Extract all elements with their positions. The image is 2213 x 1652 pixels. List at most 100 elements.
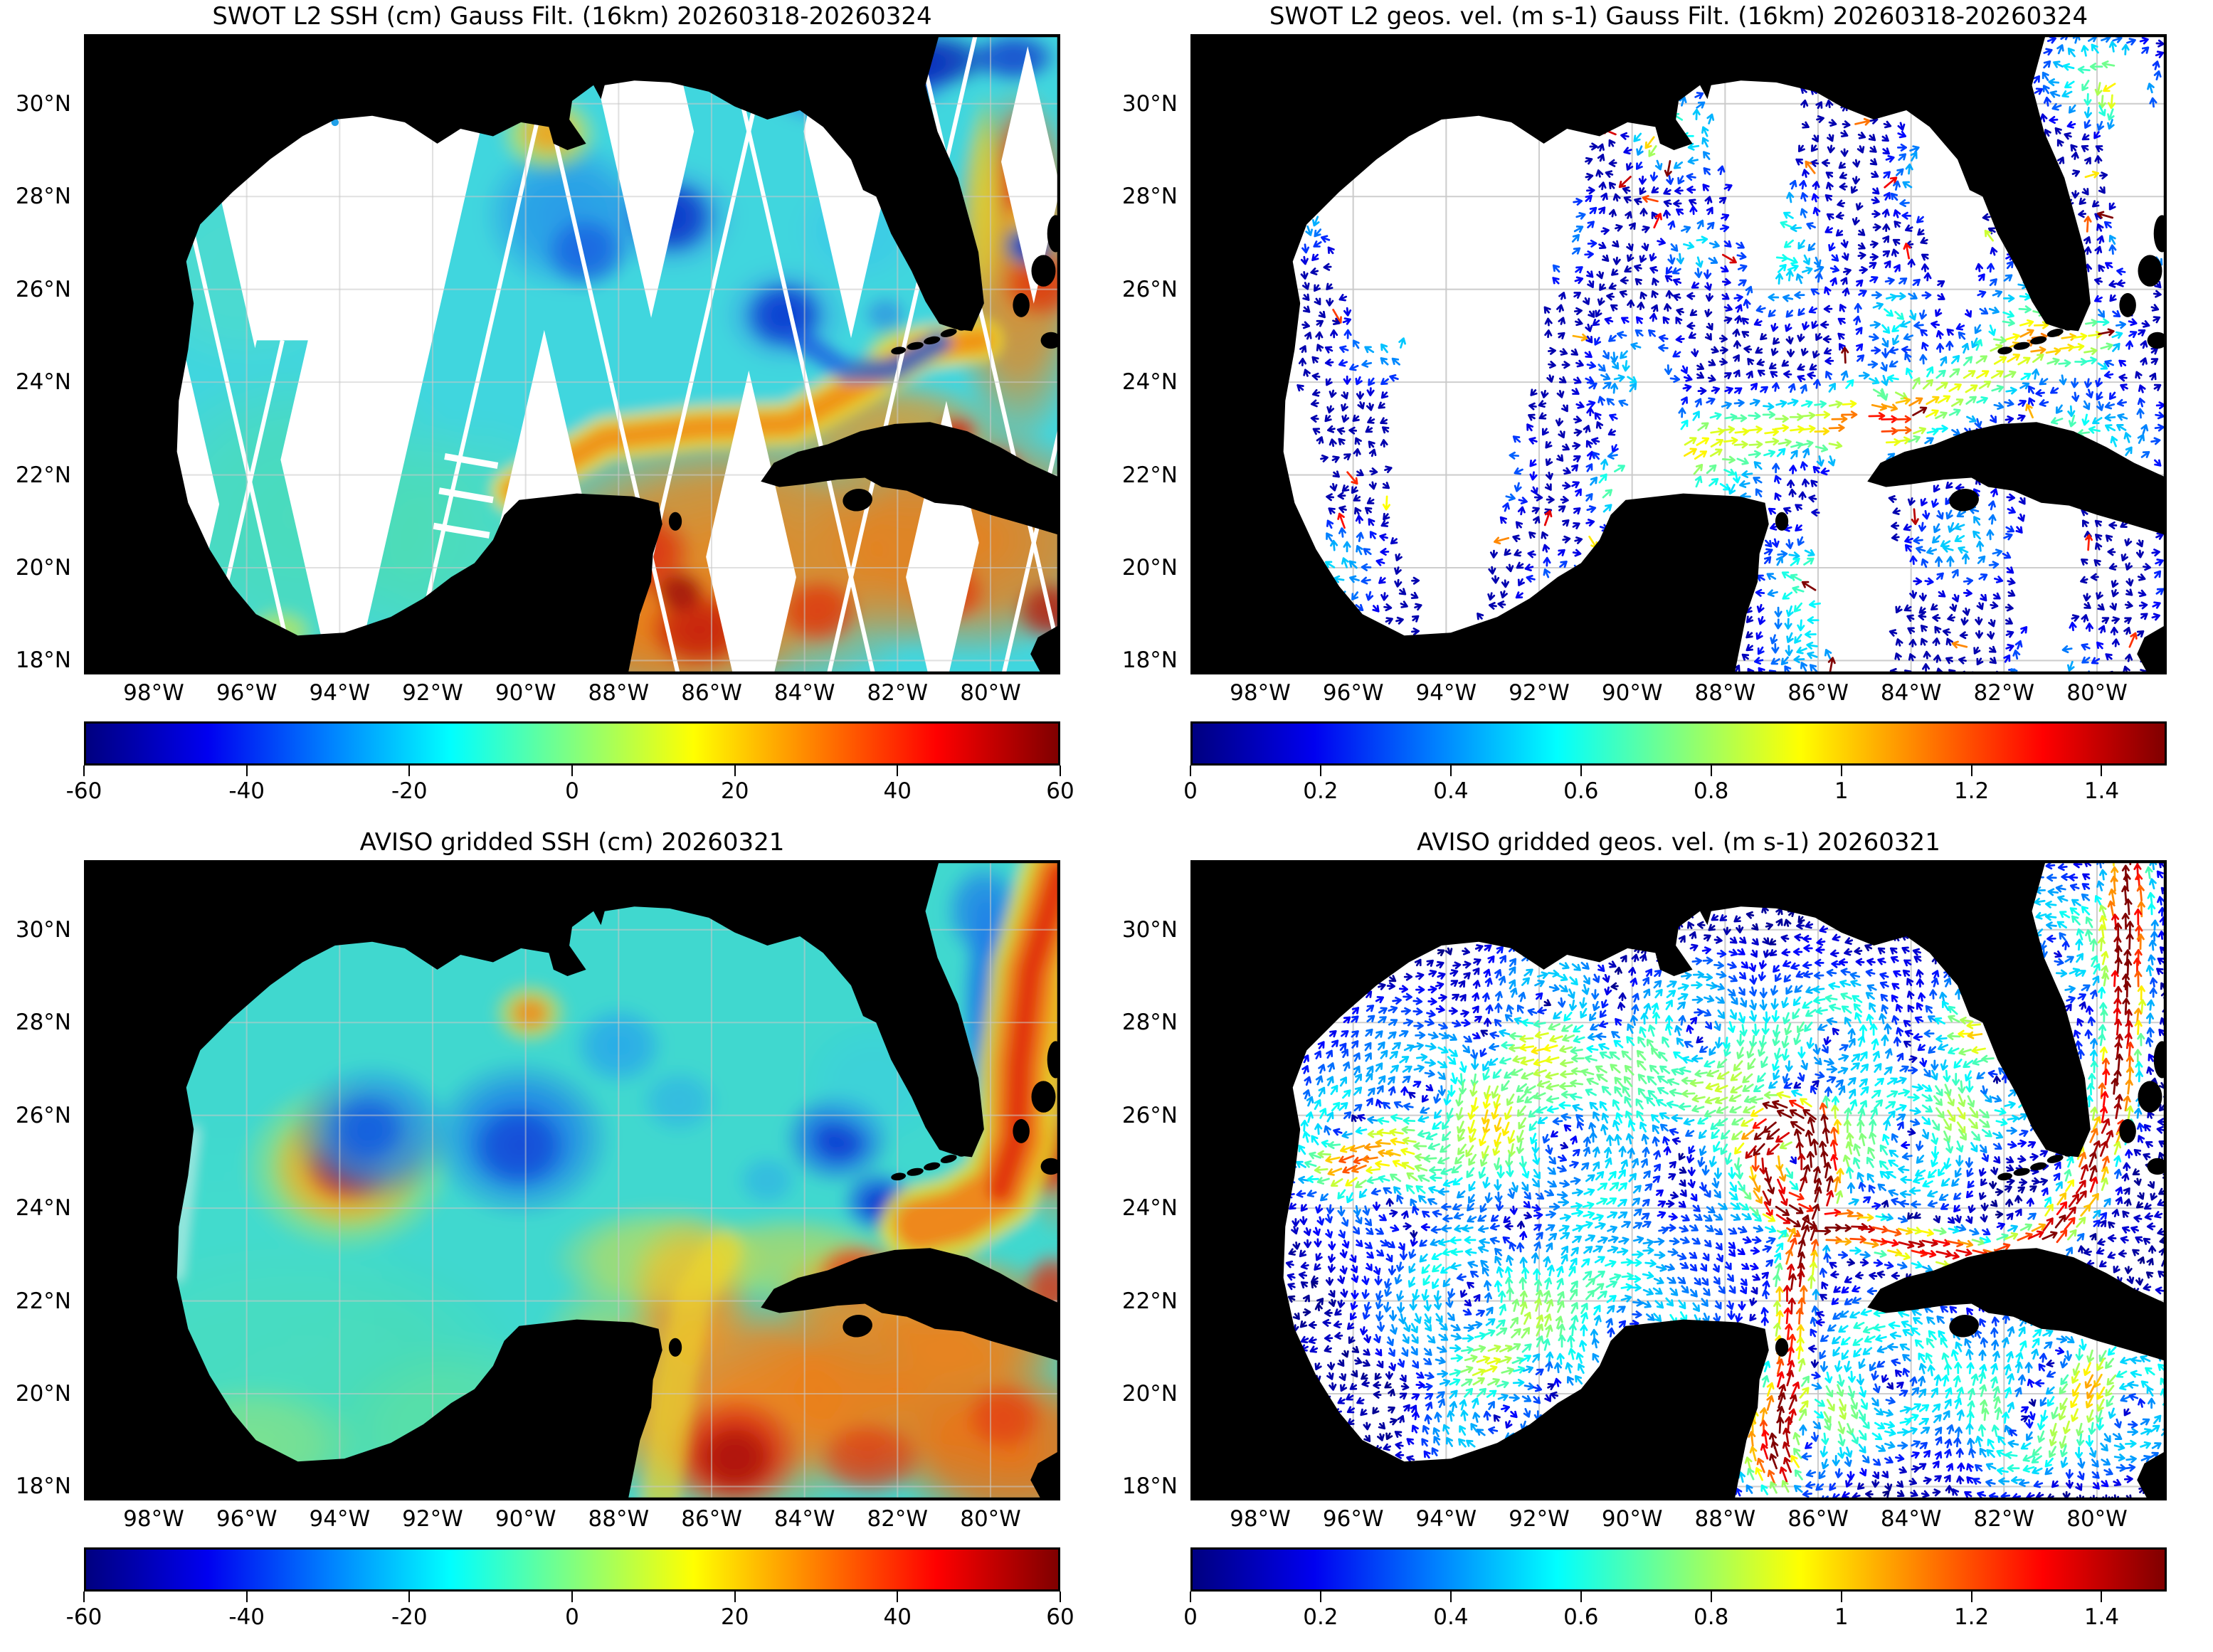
lon-tick-label: 88°W (1694, 1506, 1756, 1532)
colorbar-tick-label: 0 (1183, 1604, 1198, 1630)
colorbar-tick-label: 20 (720, 1604, 749, 1630)
lon-tick-label: 98°W (1230, 1506, 1291, 1532)
lat-tick-label: 26°N (15, 276, 71, 302)
colorbar-tick (734, 1592, 736, 1602)
lat-tick-label: 28°N (15, 1010, 71, 1036)
lon-tick-label: 82°W (1973, 1506, 2035, 1532)
lon-tick-label: 80°W (960, 1506, 1021, 1532)
colorbar-ticks-aviso-ssh (83, 1592, 1061, 1603)
lat-tick-label: 20°N (1121, 554, 1178, 581)
lat-tick-label: 26°N (15, 1102, 71, 1128)
lon-tick-label: 96°W (216, 1506, 278, 1532)
lon-tick-label: 84°W (1880, 680, 1942, 706)
lat-tick-label: 28°N (1121, 184, 1178, 210)
lon-tick-label: 92°W (402, 680, 463, 706)
lon-tick-label: 90°W (495, 680, 556, 706)
lat-axis-aviso-ssh: 30°N 28°N 26°N 24°N 22°N 20°N 18°N (0, 860, 77, 1500)
lon-tick-label: 86°W (1787, 1506, 1849, 1532)
colorbar-tick (1449, 1592, 1452, 1602)
colorbar-tick (1190, 766, 1191, 776)
lon-tick-label: 80°W (2066, 1506, 2128, 1532)
lon-tick-label: 98°W (123, 680, 184, 706)
panel-title-aviso-ssh: AVISO gridded SSH (cm) 20260321 (359, 828, 785, 857)
lon-tick-label: 92°W (1509, 680, 1570, 706)
colorbar-tick (1840, 1592, 1842, 1602)
colorbar-tick-label: 0.2 (1303, 1604, 1338, 1630)
map-canvas-aviso-vel (1190, 860, 2167, 1500)
lon-axis-aviso-vel: 98°W 96°W 94°W 92°W 90°W 88°W 86°W 84°W 82°W 80°W (1190, 1503, 2167, 1535)
lon-tick-label: 88°W (588, 1506, 650, 1532)
colorbar-tick-label: 0.2 (1303, 778, 1338, 804)
colorbar-tick-label: 0.4 (1433, 778, 1469, 804)
colorbar-tick (83, 766, 85, 776)
colorbar-tick (245, 766, 248, 776)
colorbar-tick (1970, 1592, 1972, 1602)
lon-tick-label: 96°W (216, 680, 278, 706)
colorbar-tick-label: -40 (228, 1604, 265, 1630)
lat-tick-label: 24°N (1121, 369, 1178, 396)
colorbar-tick-label: 1.4 (2083, 1604, 2120, 1630)
lat-tick-label: 30°N (1121, 90, 1178, 117)
lat-tick-label: 30°N (15, 90, 71, 117)
colorbar-tick-label: 60 (1046, 778, 1074, 804)
colorbar-ticks-swot-ssh (83, 766, 1061, 777)
colorbar-tick (1580, 1592, 1582, 1602)
colorbar-swot-vel (1190, 721, 2167, 766)
colorbar-tick (408, 1592, 411, 1602)
lat-tick-label: 26°N (1121, 1102, 1178, 1128)
lon-tick-label: 82°W (867, 680, 929, 706)
panel-title-swot-ssh: SWOT L2 SSH (cm) Gauss Filt. (16km) 2026… (212, 2, 932, 31)
colorbar-tick-label: 0.8 (1694, 1604, 1729, 1630)
lat-tick-label: 26°N (1121, 276, 1178, 302)
lat-tick-label: 28°N (1121, 1010, 1178, 1036)
colorbar-tick (571, 1592, 573, 1602)
colorbar-tick (897, 766, 899, 776)
lat-tick-label: 30°N (15, 916, 71, 943)
colorbar-aviso-vel (1190, 1547, 2167, 1592)
lat-tick-label: 18°N (15, 647, 71, 674)
lon-tick-label: 82°W (1973, 680, 2035, 706)
lon-tick-label: 86°W (681, 680, 742, 706)
lon-tick-label: 84°W (1880, 1506, 1942, 1532)
lon-tick-label: 94°W (309, 1506, 371, 1532)
map-aviso-ssh (84, 860, 1060, 1500)
lon-tick-label: 92°W (402, 1506, 463, 1532)
colorbar-tick-label: 1.2 (1953, 1604, 1990, 1630)
colorbar-tick-label: -20 (391, 778, 428, 804)
colorbar-tick (1449, 766, 1452, 776)
lon-tick-label: 96°W (1322, 1506, 1384, 1532)
panel-title-aviso-vel: AVISO gridded geos. vel. (m s-1) 2026032… (1417, 828, 1940, 857)
colorbar-tick-label: 0.6 (1563, 1604, 1599, 1630)
lat-tick-label: 18°N (1121, 647, 1178, 674)
colorbar-tick (1580, 766, 1582, 776)
lat-tick-label: 18°N (1121, 1473, 1178, 1500)
lon-tick-label: 98°W (1230, 680, 1291, 706)
colorbar-tick-label: 60 (1046, 1604, 1074, 1630)
map-canvas-swot-ssh (84, 34, 1060, 674)
lon-tick-label: 94°W (1415, 680, 1477, 706)
colorbar-tick (2101, 766, 2103, 776)
colorbar-tick (1970, 766, 1972, 776)
lon-tick-label: 86°W (1787, 680, 1849, 706)
lon-tick-label: 84°W (773, 680, 835, 706)
lat-tick-label: 22°N (1121, 1288, 1178, 1314)
map-canvas-swot-vel (1190, 34, 2167, 674)
lon-tick-label: 90°W (495, 1506, 556, 1532)
colorbar-tick-label: 40 (883, 1604, 912, 1630)
colorbar-swot-ssh (84, 721, 1060, 766)
lon-axis-swot-ssh: 98°W 96°W 94°W 92°W 90°W 88°W 86°W 84°W 82°W 80°W (84, 677, 1060, 709)
colorbar-tick-label: -40 (228, 778, 265, 804)
colorbar-tick (1319, 1592, 1321, 1602)
lon-tick-label: 92°W (1509, 1506, 1570, 1532)
lon-axis-swot-vel: 98°W 96°W 94°W 92°W 90°W 88°W 86°W 84°W 82°W 80°W (1190, 677, 2167, 709)
colorbar-tick-label: 40 (883, 778, 912, 804)
colorbar-labels-aviso-vel: 0 0.2 0.4 0.6 0.8 1 1.2 1.4 (1183, 1604, 2167, 1633)
colorbar-labels-aviso-ssh: -60 -40 -20 0 20 40 60 (66, 1604, 1074, 1633)
colorbar-ticks-swot-vel (1190, 766, 2167, 777)
colorbar-tick (245, 1592, 248, 1602)
panel-aviso-ssh: AVISO gridded SSH (cm) 20260321 30°N 28°N… (0, 826, 1106, 1652)
lon-tick-label: 94°W (309, 680, 371, 706)
colorbar-tick-label: 1.4 (2083, 778, 2120, 804)
lon-tick-label: 80°W (2066, 680, 2128, 706)
